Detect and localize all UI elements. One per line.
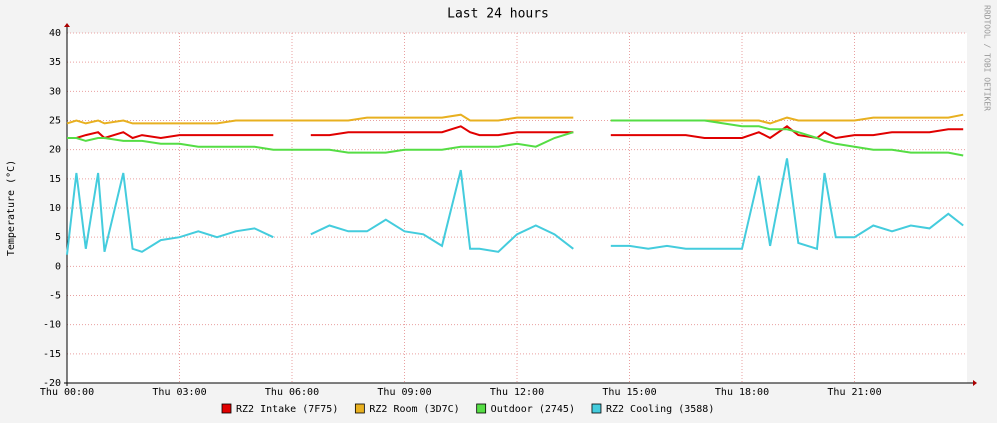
x-tick-label: Thu 00:00 — [40, 387, 94, 398]
y-tick-label: -20 — [43, 378, 61, 389]
y-tick-label: -15 — [43, 349, 61, 360]
y-tick-label: 40 — [49, 28, 61, 39]
y-tick-label: -5 — [49, 291, 61, 302]
x-tick-label: Thu 09:00 — [377, 387, 431, 398]
series-line — [66, 158, 964, 255]
y-tick-label: 0 — [55, 261, 61, 272]
axis-arrow — [64, 23, 70, 27]
axis-arrow — [973, 380, 977, 386]
legend-swatch — [221, 403, 232, 414]
y-tick-label: 25 — [49, 116, 61, 127]
y-tick-label: 35 — [49, 57, 61, 68]
legend-label: RZ2 Cooling (3588) — [606, 404, 714, 415]
legend-swatch — [591, 403, 602, 414]
y-tick-label: 20 — [49, 145, 61, 156]
y-tick-label: 10 — [49, 203, 61, 214]
legend-label: RZ2 Intake (7F75) — [236, 404, 338, 415]
watermark: RRDTOOL / TOBI OETIKER — [983, 5, 992, 111]
x-tick-label: Thu 18:00 — [715, 387, 769, 398]
legend-label: Outdoor (2745) — [491, 404, 575, 415]
x-tick-label: Thu 03:00 — [152, 387, 206, 398]
legend-label: RZ2 Room (3D7C) — [369, 404, 459, 415]
x-tick-label: Thu 15:00 — [602, 387, 656, 398]
chart-title: Last 24 hours — [447, 7, 549, 22]
y-tick-label: 5 — [55, 232, 61, 243]
y-tick-label: -10 — [43, 320, 61, 331]
x-tick-label: Thu 12:00 — [490, 387, 544, 398]
legend-swatch — [476, 403, 487, 414]
series-line — [67, 119, 964, 157]
y-axis-label: Temperature (°C) — [6, 160, 17, 256]
y-tick-label: 15 — [49, 174, 61, 185]
x-tick-label: Thu 06:00 — [265, 387, 319, 398]
legend-swatch — [354, 403, 365, 414]
y-tick-label: 30 — [49, 86, 61, 97]
x-tick-label: Thu 21:00 — [827, 387, 881, 398]
